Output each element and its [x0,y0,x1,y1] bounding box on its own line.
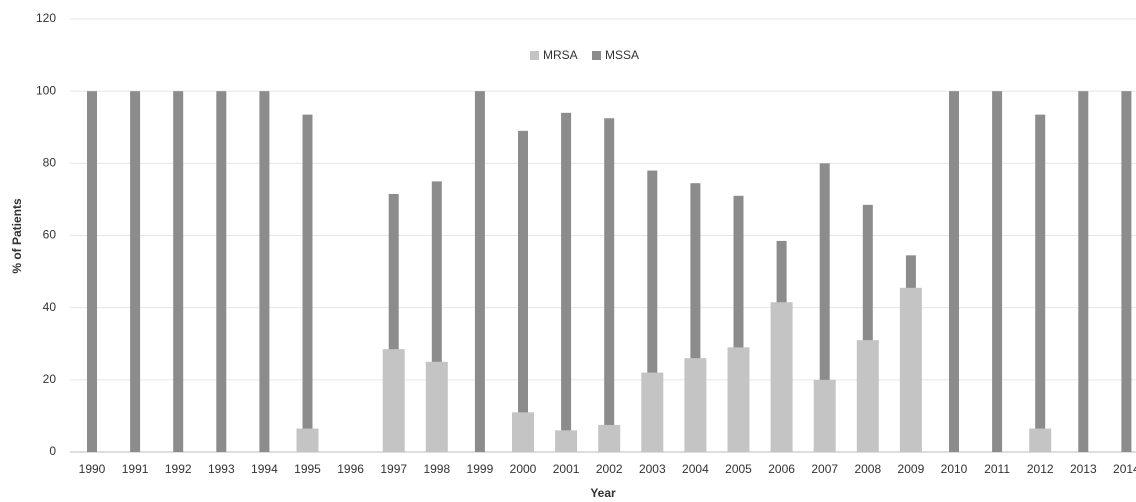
x-tick-label: 2006 [768,462,795,476]
bar [862,204,873,452]
x-tick-label: 1995 [294,462,321,476]
bar [431,181,442,452]
y-tick-label: 120 [36,11,56,25]
bar [727,347,750,452]
bar [856,340,879,452]
bar [561,112,572,453]
x-tick-label: 2001 [553,462,580,476]
y-tick-label: 60 [43,228,57,242]
x-tick-label: 2008 [854,462,881,476]
bar [512,412,534,452]
bar [382,349,405,452]
x-tick-label: 2003 [639,462,666,476]
bar [992,91,1003,453]
x-tick-label: 2010 [941,462,968,476]
bar [819,163,830,453]
bar [684,358,707,452]
bar [87,91,97,453]
bar [388,194,399,453]
bar [425,361,448,452]
bar [598,424,621,452]
y-tick-label: 0 [49,444,56,458]
legend-label: MSSA [605,48,639,62]
x-tick-label: 2013 [1070,462,1097,476]
x-tick-label: 2005 [725,462,752,476]
x-axis-label: Year [590,486,616,500]
y-tick-label: 100 [36,83,56,97]
bar [949,91,959,453]
bar [296,428,319,452]
x-tick-label: 2012 [1027,462,1054,476]
x-tick-label: 1991 [122,462,149,476]
legend-swatch [530,51,539,60]
bar [555,430,578,452]
bar [899,287,922,452]
x-tick-label: 2009 [898,462,925,476]
y-tick-label: 80 [43,156,57,170]
x-tick-label: 1993 [208,462,235,476]
bar [813,379,836,452]
x-tick-label: 2014 [1113,462,1136,476]
bar [641,372,664,452]
bar [259,91,270,453]
x-tick-label: 2002 [596,462,623,476]
bar [130,91,141,453]
bar [474,91,485,453]
y-tick-label: 20 [43,372,57,386]
y-tick-label: 40 [43,300,57,314]
x-tick-label: 2004 [682,462,709,476]
x-tick-label: 1996 [337,462,364,476]
x-tick-label: 2011 [984,462,1010,476]
bar [216,91,227,453]
bar [770,302,793,452]
bar [604,118,615,453]
bar [733,195,744,452]
x-tick-label: 2007 [811,462,838,476]
bar [647,170,658,453]
x-tick-label: 1990 [79,462,106,476]
bar [1121,91,1132,453]
legend-swatch [592,51,601,60]
bar [302,114,313,452]
x-tick-label: 1999 [467,462,494,476]
bar [173,91,184,453]
bar [1035,114,1046,452]
bar [690,183,701,452]
x-tick-label: 1994 [251,462,278,476]
bar [518,130,528,452]
x-tick-label: 2000 [510,462,537,476]
bar [1078,91,1089,453]
y-axis-label: % of Patients [10,198,24,274]
bar [1029,428,1052,452]
x-tick-label: 1998 [423,462,450,476]
x-tick-label: 1992 [165,462,192,476]
legend-label: MRSA [543,48,578,62]
x-tick-label: 1997 [380,462,407,476]
